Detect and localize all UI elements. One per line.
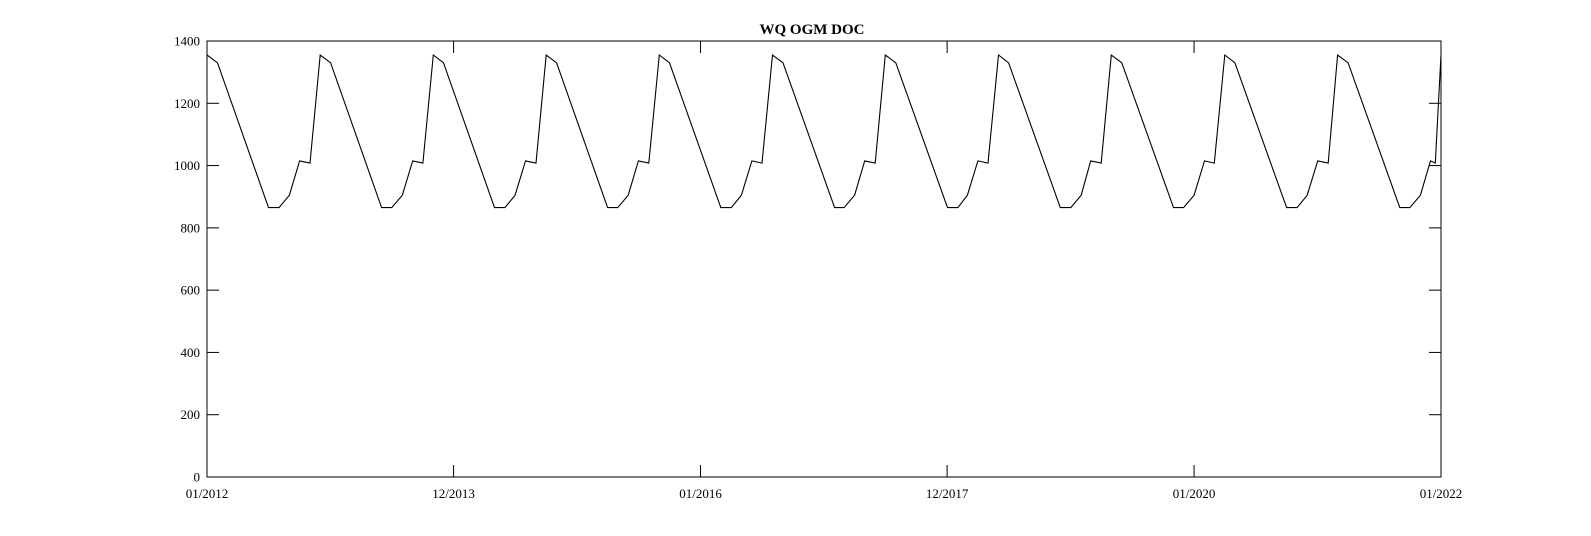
y-tick-label: 400 (181, 345, 201, 360)
plot-frame (206, 40, 1442, 478)
y-tick-label: 1200 (174, 96, 200, 111)
y-tick-label: 800 (181, 220, 201, 235)
x-tick-label: 01/2012 (186, 486, 229, 501)
y-tick-label: 600 (181, 283, 201, 298)
y-tick-label: 200 (181, 407, 201, 422)
y-tick-label: 1400 (174, 34, 200, 49)
x-tick-label: 01/2016 (679, 486, 722, 501)
chart-title: WQ OGM DOC (760, 22, 865, 38)
series-line (206, 53, 1442, 209)
x-tick-label: 12/2013 (432, 486, 475, 501)
x-tick-label: 01/2022 (1420, 486, 1463, 501)
x-tick-label: 12/2017 (926, 486, 969, 501)
y-tick-label: 1000 (174, 158, 200, 173)
y-axis: 0 200 400 600 800 1000 1200 1400 (174, 34, 1441, 485)
y-tick-label: 0 (194, 470, 201, 485)
x-axis: 01/2012 12/2013 01/2016 12/2017 01/2020 01/20… (186, 41, 1463, 501)
plot-area (206, 40, 1442, 478)
x-tick-label: 01/2020 (1173, 486, 1216, 501)
